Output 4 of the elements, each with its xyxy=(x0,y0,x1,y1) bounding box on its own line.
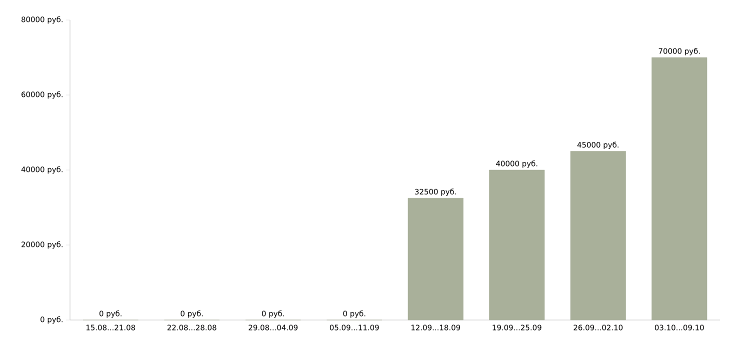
bar xyxy=(570,151,626,320)
bar xyxy=(489,170,545,320)
bar xyxy=(652,57,708,320)
bar xyxy=(408,198,464,320)
